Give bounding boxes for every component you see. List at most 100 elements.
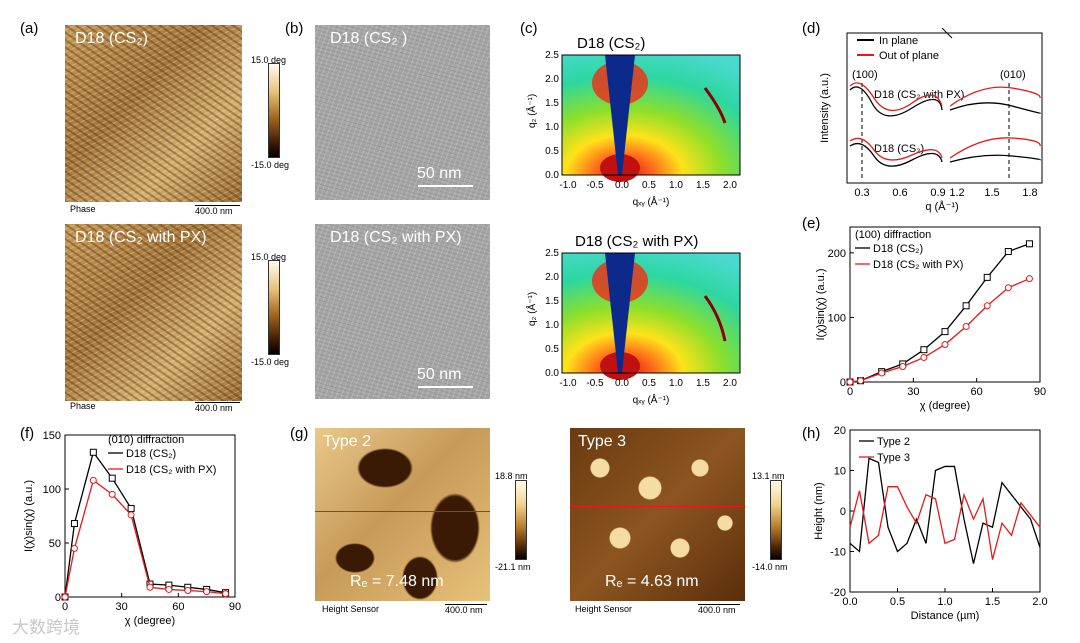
chart-f-point — [184, 587, 192, 595]
afm-phase-image-top: D18 (CS₂) — [65, 25, 242, 202]
panel-label-a: (a) — [20, 20, 39, 37]
giwaxs-top-ytick: 2.5 — [545, 50, 559, 61]
tem-bottom-title: D18 (CS₂ with PX) — [330, 229, 462, 246]
afm-g-left-line-profile — [315, 511, 490, 512]
chart-f-ytick-label: 0 — [55, 592, 61, 604]
giwaxs-bottom-xtick: -0.5 — [586, 378, 604, 389]
chart-h-legend-label-1: Type 3 — [877, 452, 910, 464]
afm-top-scale-bar — [195, 205, 240, 206]
chart-e-point — [920, 353, 928, 361]
giwaxs-bottom-ytick: 2.0 — [545, 272, 559, 283]
chart-f-point — [146, 583, 154, 591]
chart-e-point — [983, 302, 991, 310]
afm-g-left-title: Type 2 — [323, 433, 372, 450]
giwaxs-top-ytick: 0.0 — [545, 170, 559, 181]
afm-bottom-scale-label: 400.0 nm — [195, 403, 233, 413]
chart-f-point — [61, 593, 69, 601]
chart-f-series-0-line — [64, 450, 226, 598]
afm-height-image-type3: Type 3 Rₑ = 4.63 nm — [570, 428, 745, 601]
chart-f-ytick-label: 100 — [43, 484, 61, 496]
chart-h-ytick-label: -10 — [830, 547, 846, 559]
chart-e-legend-label-0: D18 (CS₂) — [873, 243, 923, 255]
chart-f-xtick-label: 60 — [172, 601, 184, 613]
giwaxs-bottom-missing-wedge — [605, 253, 635, 373]
chart-e-point — [846, 378, 854, 386]
giwaxs-top-xtick: 0.0 — [615, 180, 629, 191]
afm-phase-image-bottom: D18 (CS₂ with PX) — [65, 224, 242, 401]
chart-e-xtick-label: 60 — [971, 386, 983, 398]
chart-f-point — [108, 490, 116, 498]
giwaxs-top-missing-wedge — [605, 55, 635, 175]
chart-d-ylabel: Intensity (a.u.) — [819, 73, 831, 143]
chart-d-annot-px: D18 (CS₂ with PX) — [874, 89, 964, 101]
chart-f-frame — [64, 434, 236, 598]
afm-g-right-line-profile — [570, 506, 745, 507]
giwaxs-bottom: D18 (CS₂ with PX) q₂ (Å⁻¹) 0.0 0.5 1.0 1… — [525, 233, 741, 406]
chart-d-frame — [846, 32, 1043, 184]
chart-f-xtick-label: 90 — [229, 601, 241, 613]
giwaxs-bottom-yticks: 0.0 0.5 1.0 1.5 2.0 2.5 — [545, 248, 559, 379]
afm-g-left-cbar-min: -21.1 nm — [495, 562, 531, 572]
chart-h-xtick-label: 0.5 — [890, 596, 905, 608]
chart-h-ytick-label: -20 — [830, 587, 846, 599]
chart-f-series-1-line — [64, 479, 226, 598]
giwaxs-bottom-xtick: 1.5 — [696, 378, 710, 389]
giwaxs-bottom-ytick: 2.5 — [545, 248, 559, 259]
afm-g-right-rq: Rₑ = 4.63 nm — [605, 573, 699, 590]
tem-image-top: D18 (CS₂ ) 50 nm — [315, 25, 490, 200]
chart-f: 0 30 60 90 0 50 100 150 χ (degree) I(χ)sin(χ) (a.… — [23, 430, 241, 627]
chart-e-point — [920, 346, 928, 354]
tem-top-scale-label: 50 nm — [417, 165, 462, 182]
giwaxs-bottom-map — [562, 253, 740, 373]
chart-d-annot-100: (100) — [852, 69, 878, 81]
giwaxs-top-ylabel: q₂ (Å⁻¹) — [525, 94, 538, 128]
giwaxs-top-xlabel: qₓᵧ (Å⁻¹) — [633, 195, 670, 208]
chart-h-series-1-line — [849, 486, 1041, 560]
chart-d-legend-inplane: In plane — [879, 35, 918, 47]
giwaxs-top-map — [562, 55, 740, 175]
giwaxs-top-xtick: -0.5 — [586, 180, 604, 191]
giwaxs-bottom-xticks: -1.0 -0.5 0.0 0.5 1.0 1.5 2.0 — [559, 378, 737, 389]
chart-e-point — [899, 363, 907, 370]
chart-d-xtick: 0.6 — [892, 187, 907, 199]
chart-f-legend-label-0: D18 (CS₂) — [126, 448, 176, 460]
chart-e-point — [941, 328, 949, 336]
panel-label-d: (d) — [802, 20, 821, 37]
afm-top-phase-label: Phase — [70, 204, 96, 214]
chart-e-title: (100) diffraction — [855, 229, 931, 241]
giwaxs-bottom-ytick: 1.0 — [545, 320, 559, 331]
chart-d-outofplane-top — [849, 82, 1041, 111]
panel-label-g: (g) — [290, 425, 309, 442]
chart-f-point — [89, 448, 97, 456]
giwaxs-bottom-title: D18 (CS₂ with PX) — [575, 233, 698, 250]
afm-g-left-scale-label: 400.0 nm — [445, 605, 483, 615]
giwaxs-bottom-pi-stack-arc — [703, 295, 727, 342]
afm-g-left-scale-bar — [445, 604, 487, 605]
afm-g-left-rq: Rₑ = 7.48 nm — [350, 573, 444, 590]
chart-h-xlabel: Distance (µm) — [911, 610, 980, 622]
chart-f-xtick-label: 0 — [62, 601, 68, 613]
chart-e-point — [962, 302, 970, 310]
chart-h-xtick-label: 0.0 — [842, 596, 857, 608]
chart-d-outofplane-bottom — [849, 137, 1041, 161]
chart-h-xtick-label: 2.0 — [1032, 596, 1047, 608]
tem-image-bottom: D18 (CS₂ with PX) 50 nm — [315, 224, 490, 399]
chart-e-ytick-label: 200 — [828, 248, 846, 260]
giwaxs-top-ytick: 2.0 — [545, 74, 559, 85]
chart-e-point — [962, 322, 970, 330]
afm-g-right-colorbar — [770, 480, 782, 560]
chart-h-xtick-label: 1.0 — [937, 596, 952, 608]
giwaxs-bottom-xtick: 1.0 — [669, 378, 683, 389]
chart-h-legend-label-0: Type 2 — [877, 436, 910, 448]
chart-d-inplane-top — [849, 86, 1041, 117]
afm-height-image-type2: Type 2 Rₑ = 7.48 nm — [315, 428, 490, 601]
giwaxs-top-ytick: 0.5 — [545, 146, 559, 157]
afm-bottom-cbar-max: 15.0 deg — [251, 252, 287, 262]
afm-g-right-scale-bar — [698, 604, 740, 605]
giwaxs-bottom-ytick: 1.5 — [545, 296, 559, 307]
giwaxs-top-title: D18 (CS₂) — [577, 35, 645, 52]
chart-e-ytick-label: 100 — [828, 312, 846, 324]
afm-bottom-scale-bar — [195, 402, 240, 403]
chart-e-point — [1004, 284, 1012, 292]
chart-e-ylabel: I(χ)sin(χ) (a.u.) — [815, 268, 827, 340]
